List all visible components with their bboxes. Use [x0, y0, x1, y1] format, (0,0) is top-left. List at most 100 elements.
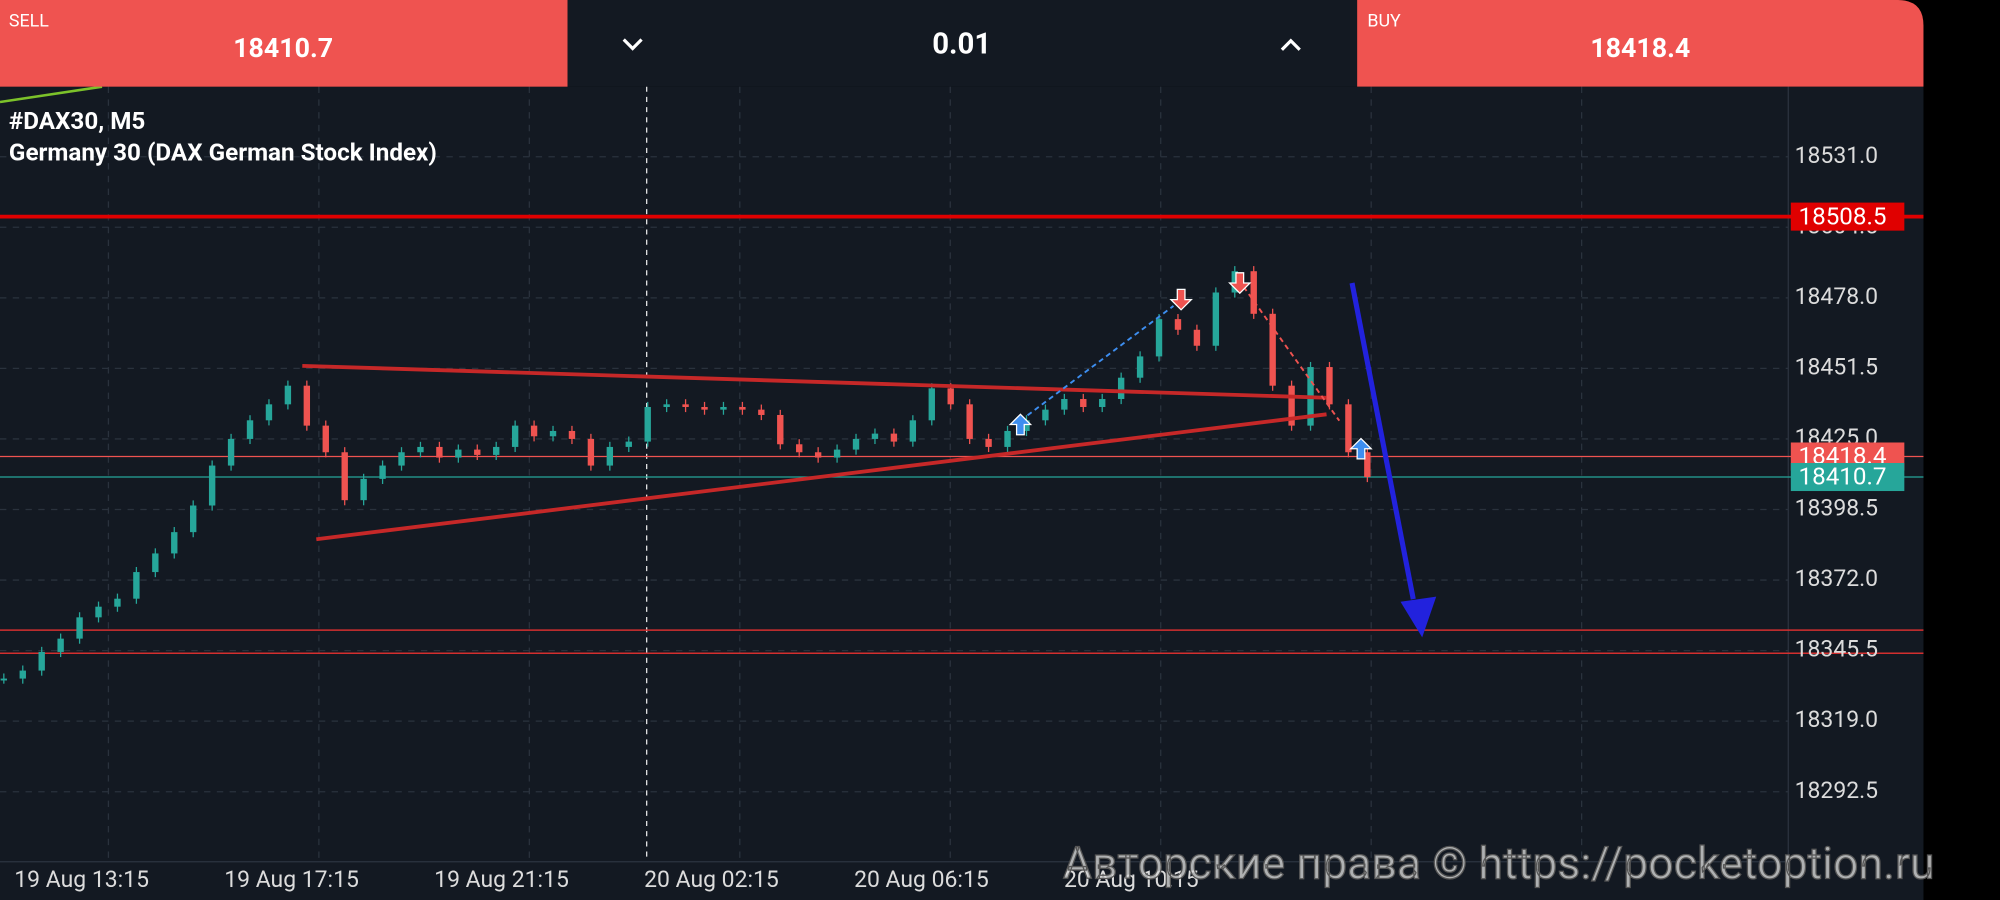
chart-subtitle: Germany 30 (DAX German Stock Index) — [9, 139, 437, 167]
candle-body — [1231, 271, 1238, 293]
buy-marker — [1008, 413, 1033, 436]
candle-body — [568, 430, 576, 439]
x-tick-label: 19 Aug 21:15 — [434, 866, 569, 893]
candle-body — [38, 651, 45, 671]
lot-decrease[interactable] — [622, 38, 643, 51]
candle-body — [663, 404, 670, 407]
candle-body — [1345, 404, 1352, 453]
levels — [0, 214, 1924, 655]
candle-body — [114, 598, 121, 607]
x-tick-label: 20 Aug 06:15 — [854, 866, 989, 893]
chart-title: #DAX30, M5 — [9, 107, 145, 135]
x-tick-label: 20 Aug 02:15 — [644, 866, 779, 893]
lot-panel — [567, 0, 1358, 87]
candle-body — [360, 478, 367, 501]
candle-body — [208, 465, 216, 506]
time-axis: 19 Aug 13:15 19 Aug 17:15 19 Aug 21:15 20 A… — [14, 866, 1198, 893]
candle-body — [606, 446, 614, 466]
candle-body — [190, 505, 197, 533]
trend-line — [0, 85, 103, 104]
candle-body — [152, 553, 159, 573]
candle-body — [1061, 399, 1068, 410]
candle-body — [1269, 313, 1276, 386]
candle-body — [455, 449, 462, 458]
trend-line — [316, 412, 1327, 542]
candle-body — [1326, 367, 1333, 405]
candle-body — [322, 425, 329, 453]
candle-body — [625, 441, 632, 447]
buy-label: BUY — [1367, 10, 1401, 31]
trend-line — [302, 363, 1327, 400]
candle-body — [227, 438, 235, 466]
candle-body — [796, 444, 803, 453]
x-tick-label: 19 Aug 13:15 — [14, 866, 149, 893]
candle-body — [1136, 356, 1144, 378]
buy-button[interactable] — [1357, 0, 1924, 87]
y-tick-label: 18478.0 — [1795, 283, 1878, 310]
candle-body — [19, 670, 26, 679]
candle-body — [814, 452, 822, 458]
candle-body — [341, 452, 348, 501]
sell-price: 18410.7 — [233, 32, 333, 64]
candle-body — [1250, 271, 1257, 314]
candle-body — [436, 446, 443, 458]
candle-body — [57, 638, 64, 652]
candle-body — [265, 404, 273, 421]
candle-body — [511, 425, 519, 447]
candle-body — [644, 406, 651, 442]
candle-body — [947, 388, 954, 405]
price-tag: 18410.7 — [1798, 463, 1886, 491]
dashed-line — [1019, 305, 1175, 422]
candle-body — [720, 406, 727, 410]
candle-body — [1364, 452, 1371, 478]
candle-body — [0, 678, 8, 681]
candle-body — [171, 532, 178, 554]
candle-body — [777, 414, 784, 445]
candle-body — [1193, 329, 1201, 346]
candle-body — [852, 438, 860, 450]
sell-button[interactable] — [0, 0, 568, 87]
y-tick-label: 18451.5 — [1795, 353, 1878, 380]
y-tick-label: 18319.0 — [1795, 706, 1878, 733]
y-tick-label: 18372.0 — [1795, 565, 1878, 592]
dashed-line — [1242, 286, 1341, 422]
y-tick-label: 18531.0 — [1795, 142, 1878, 169]
candle-body — [246, 420, 254, 439]
sell-label: SELL — [9, 10, 49, 31]
candle-body — [1117, 377, 1125, 400]
forecast-arrowhead — [1400, 596, 1437, 638]
x-tick-label: 19 Aug 17:15 — [224, 866, 359, 893]
candle-body — [833, 449, 841, 458]
candle-body — [1155, 319, 1163, 357]
sell-marker — [1169, 288, 1193, 311]
sell-marker — [1228, 272, 1252, 295]
candle-body — [928, 388, 935, 421]
candle-body — [379, 465, 386, 479]
candle-body — [682, 404, 689, 407]
candle-body — [758, 409, 765, 415]
candle-body — [303, 385, 311, 426]
buy-marker — [1349, 437, 1373, 460]
candle-body — [890, 433, 898, 442]
candle-body — [587, 438, 595, 466]
candle-body — [76, 617, 83, 639]
candle-body — [1212, 292, 1220, 346]
buy-price: 18418.4 — [1590, 32, 1690, 64]
price-axis: 18292.518319.018345.518372.018398.518425… — [1795, 142, 1878, 804]
candle-body — [417, 446, 424, 453]
candle-body — [474, 449, 481, 455]
lot-increase[interactable] — [1280, 38, 1301, 51]
candle-body — [530, 425, 538, 437]
chart-area — [0, 86, 1924, 900]
forecast-arrow — [1349, 282, 1416, 600]
y-tick-label: 18398.5 — [1795, 495, 1878, 522]
candle-body — [966, 404, 973, 439]
lot-size: 0.01 — [932, 28, 991, 62]
candle-body — [1099, 399, 1106, 407]
candle-body — [739, 406, 746, 410]
candle-body — [95, 606, 102, 618]
price-tag-bg — [1790, 202, 1905, 231]
drawings — [0, 85, 1437, 638]
